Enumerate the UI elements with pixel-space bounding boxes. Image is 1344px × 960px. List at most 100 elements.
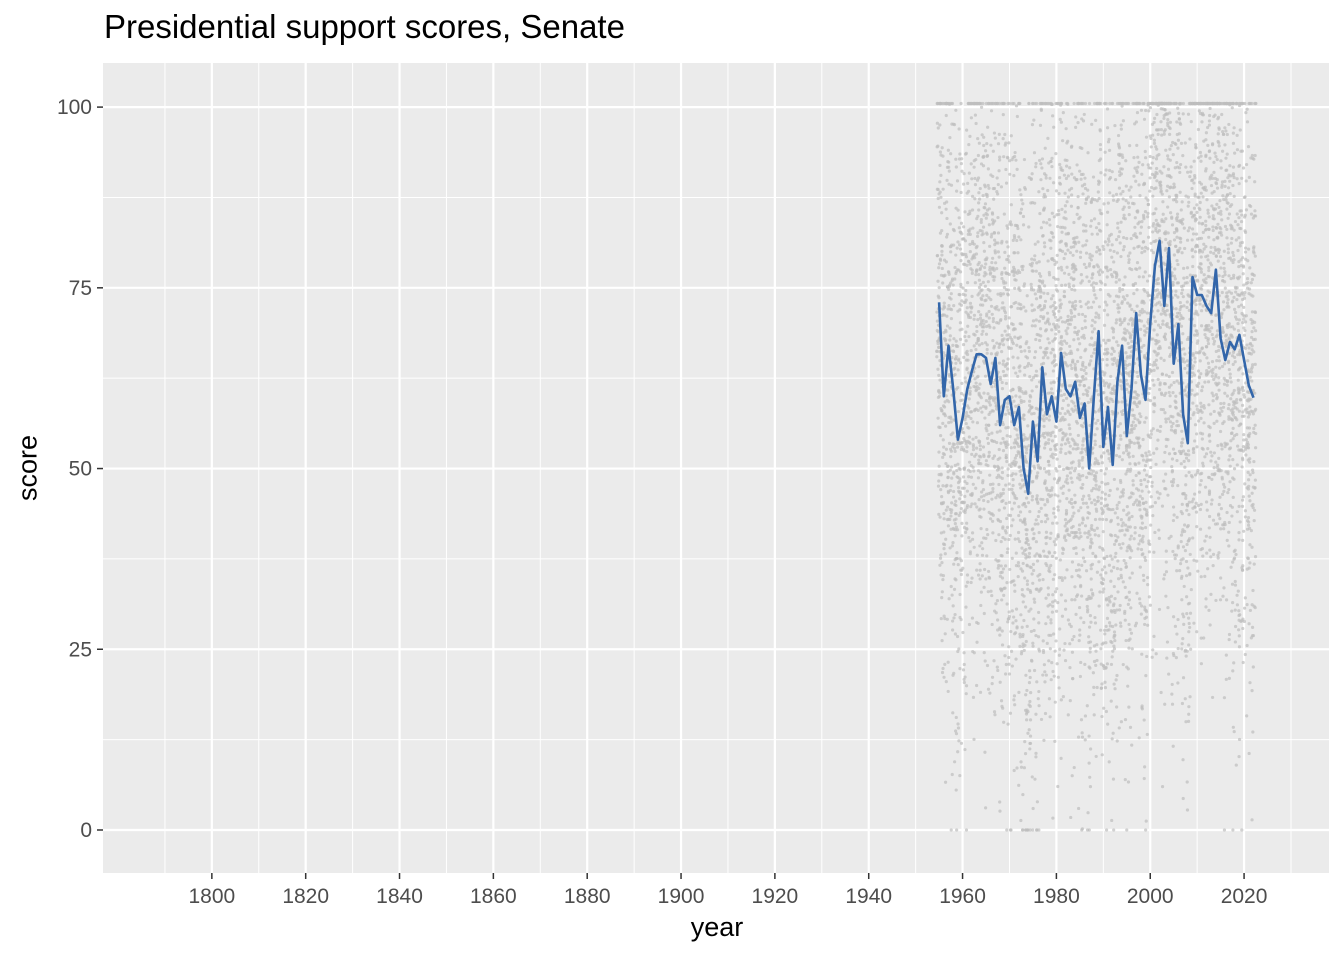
- scatter-point: [1123, 523, 1128, 527]
- scatter-point: [1014, 453, 1019, 458]
- scatter-point: [1071, 460, 1075, 464]
- scatter-point: [1174, 142, 1178, 146]
- scatter-point: [1059, 316, 1063, 320]
- scatter-point: [994, 261, 998, 265]
- scatter-point: [999, 493, 1003, 497]
- scatter-point: [1183, 697, 1187, 701]
- scatter-point: [1191, 264, 1195, 269]
- scatter-point: [1178, 413, 1182, 417]
- scatter-point: [1170, 468, 1175, 473]
- scatter-point: [1175, 632, 1179, 636]
- scatter-point: [1106, 351, 1110, 355]
- scatter-point: [1023, 740, 1027, 744]
- scatter-point: [1001, 567, 1006, 571]
- scatter-point: [1138, 503, 1142, 507]
- scatter-point: [1034, 755, 1038, 759]
- scatter-point: [1009, 203, 1013, 207]
- scatter-point: [1043, 329, 1048, 333]
- scatter-point: [996, 466, 1001, 470]
- scatter-point: [1098, 252, 1102, 256]
- scatter-point: [988, 268, 992, 272]
- scatter-point: [985, 213, 989, 217]
- scatter-point: [991, 266, 995, 270]
- scatter-point: [1073, 534, 1077, 538]
- scatter-point: [1038, 211, 1042, 216]
- scatter-point: [979, 603, 983, 608]
- scatter-point: [948, 334, 952, 338]
- scatter-point: [945, 464, 950, 468]
- scatter-point: [1076, 337, 1080, 341]
- scatter-point: [1076, 206, 1080, 210]
- scatter-point: [964, 828, 969, 832]
- scatter-point: [1137, 244, 1141, 248]
- scatter-point: [1118, 289, 1122, 293]
- scatter-point: [1062, 294, 1066, 298]
- scatter-point: [1005, 240, 1009, 244]
- scatter-point: [1069, 308, 1073, 313]
- scatter-point: [1031, 562, 1035, 566]
- scatter-point: [1088, 262, 1092, 266]
- scatter-point: [1080, 312, 1085, 317]
- scatter-point: [1044, 416, 1049, 420]
- scatter-point: [1170, 702, 1175, 706]
- scatter-point: [980, 574, 984, 578]
- scatter-point: [1122, 235, 1126, 240]
- scatter-point: [1137, 220, 1141, 224]
- scatter-point: [1059, 339, 1064, 344]
- scatter-point: [1015, 238, 1019, 243]
- scatter-point: [1128, 374, 1132, 378]
- scatter-point: [1039, 162, 1043, 166]
- scatter-point: [1012, 327, 1016, 331]
- scatter-point: [1043, 554, 1047, 558]
- scatter-point: [1092, 659, 1097, 664]
- scatter-point: [1121, 521, 1125, 525]
- scatter-point: [1005, 434, 1009, 438]
- scatter-point: [1024, 693, 1028, 697]
- scatter-point: [1037, 319, 1041, 323]
- scatter-point: [1081, 377, 1086, 382]
- scatter-point: [1105, 363, 1109, 367]
- scatter-point: [959, 190, 963, 195]
- scatter-point: [1079, 486, 1083, 490]
- scatter-point: [1007, 610, 1011, 614]
- scatter-point: [941, 451, 945, 456]
- scatter-point: [1178, 568, 1182, 573]
- scatter-point: [1020, 390, 1024, 394]
- scatter-point: [1159, 127, 1163, 132]
- scatter-point: [1028, 399, 1032, 403]
- scatter-point: [1015, 428, 1019, 432]
- scatter-point: [1115, 101, 1120, 106]
- scatter-point: [1072, 531, 1076, 535]
- scatter-point: [1139, 478, 1143, 483]
- scatter-point: [1141, 240, 1146, 244]
- scatter-point: [1012, 768, 1016, 773]
- scatter-point: [1098, 147, 1103, 152]
- scatter-point: [1034, 369, 1039, 373]
- scatter-point: [956, 344, 960, 348]
- scatter-point: [1103, 492, 1108, 496]
- scatter-point: [1128, 462, 1132, 466]
- scatter-point: [1070, 480, 1074, 484]
- scatter-point: [1112, 384, 1117, 388]
- scatter-point: [1008, 567, 1012, 572]
- scatter-point: [1036, 240, 1040, 244]
- scatter-point: [996, 566, 1000, 570]
- scatter-point: [1049, 351, 1053, 355]
- scatter-point: [1133, 463, 1138, 467]
- scatter-point: [1152, 360, 1156, 364]
- scatter-point: [1094, 226, 1099, 230]
- scatter-point: [1135, 370, 1139, 374]
- scatter-point: [1165, 324, 1170, 329]
- scatter-point: [1147, 550, 1151, 554]
- scatter-point: [941, 574, 946, 578]
- scatter-point: [1068, 322, 1072, 326]
- scatter-point: [1014, 300, 1018, 305]
- scatter-point: [1171, 153, 1175, 157]
- scatter-point: [1186, 566, 1190, 570]
- scatter-point: [1179, 236, 1183, 241]
- scatter-point: [1109, 554, 1113, 558]
- scatter-point: [1167, 672, 1171, 676]
- scatter-point: [1149, 523, 1153, 527]
- scatter-point: [1042, 424, 1046, 428]
- scatter-point: [984, 332, 989, 336]
